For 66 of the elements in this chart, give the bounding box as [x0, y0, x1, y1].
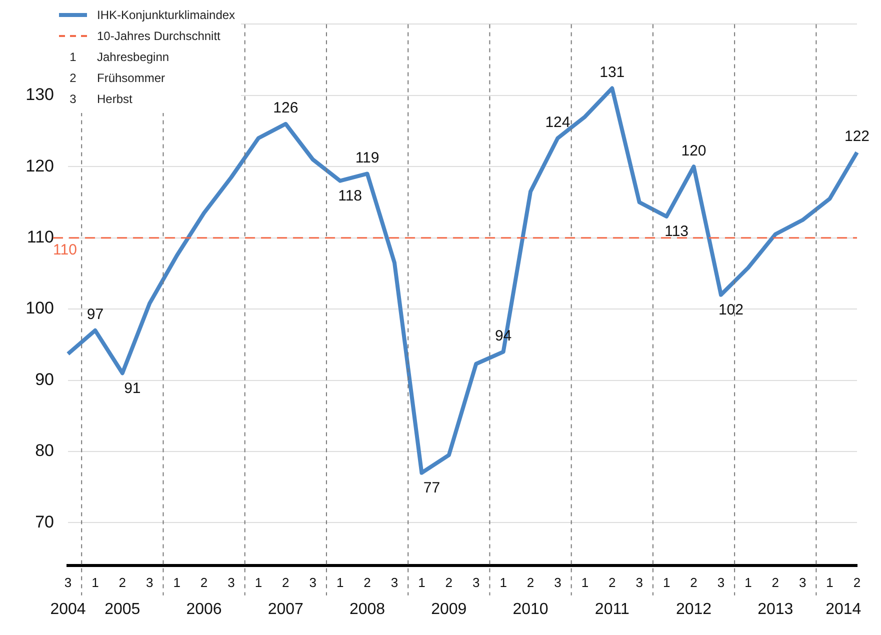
x-tick-label: 3 — [390, 574, 398, 590]
text: 3 Herbst — [70, 92, 132, 106]
text: 2014 — [826, 600, 862, 618]
x-tick-label: 2 — [690, 574, 698, 590]
data-label: 120 — [681, 142, 706, 160]
text: 2004 — [50, 600, 86, 618]
y-tick-label: 90 — [35, 370, 54, 389]
x-tick-label: 2 — [364, 574, 371, 590]
y-tick-label: 100 — [26, 298, 54, 318]
data-label: 131 — [600, 64, 625, 81]
data-label: 118 — [338, 188, 362, 205]
x-tick-label: 1 — [173, 574, 180, 590]
x-tick-label: 1 — [336, 574, 344, 590]
data-label: 119 — [355, 149, 380, 166]
x-tick-label: 2 — [853, 574, 861, 590]
data-label: 77 — [423, 479, 440, 496]
x-tick-label: 2 — [608, 574, 616, 590]
legend-label: 10-Jahres Durchschnitt — [96, 28, 222, 44]
data-label: 124 — [545, 114, 570, 131]
legend-label: IHK-Konjunkturklimaindex — [96, 6, 236, 24]
x-tick-label: 3 — [636, 574, 643, 590]
text: 2010 — [512, 600, 548, 618]
x-tick-label: 2 — [200, 574, 208, 590]
text: 1 Jahresbeginn — [70, 50, 170, 64]
data-label: 91 — [124, 380, 141, 397]
annotation: 110 — [53, 241, 77, 258]
x-tick-label: 3 — [472, 574, 480, 590]
data-label: 126 — [273, 100, 298, 117]
x-tick-label: 3 — [798, 574, 806, 590]
text: 2007 — [268, 600, 304, 618]
text: 2012 — [676, 600, 712, 618]
data-label: 97 — [86, 306, 104, 324]
x-tick-label: 3 — [146, 574, 154, 590]
data-label: 102 — [718, 301, 744, 318]
text: 2009 — [431, 600, 467, 618]
text: 2 Frühsommer — [70, 70, 166, 84]
text: 2008 — [349, 600, 386, 618]
text: 2005 — [104, 600, 140, 618]
x-tick-label: 1 — [744, 574, 752, 590]
x-tick-label: 3 — [717, 574, 725, 590]
text: 2011 — [594, 600, 630, 618]
text: 2006 — [186, 600, 222, 618]
y-tick-label: 130 — [26, 85, 54, 104]
x-tick-label: 1 — [826, 574, 834, 590]
data-label: 113 — [664, 223, 689, 240]
data-label: 122 — [844, 128, 870, 146]
x-tick-label: 2 — [526, 574, 534, 590]
x-tick-label: 1 — [418, 574, 426, 590]
x-tick-label: 2 — [118, 574, 126, 590]
y-tick-label: 110 — [26, 228, 54, 247]
x-tick-label: 3 — [554, 574, 562, 590]
x-tick-label: 1 — [254, 574, 262, 590]
x-tick-label: 1 — [662, 574, 670, 590]
x-tick-label: 3 — [309, 574, 316, 590]
x-tick-label: 2 — [282, 574, 290, 590]
x-tick-label: 3 — [228, 574, 235, 590]
x-tick-label: 1 — [581, 574, 589, 590]
x-tick-label: 2 — [772, 574, 779, 590]
x-tick-label: 3 — [64, 574, 72, 590]
text: 2013 — [758, 600, 794, 618]
x-tick-label: 1 — [500, 574, 507, 590]
x-tick-label: 2 — [445, 574, 453, 590]
x-tick-label: 1 — [92, 574, 99, 590]
y-tick-label: 80 — [35, 441, 54, 460]
y-tick-label: 70 — [35, 512, 54, 532]
y-tick-label: 120 — [26, 156, 54, 176]
